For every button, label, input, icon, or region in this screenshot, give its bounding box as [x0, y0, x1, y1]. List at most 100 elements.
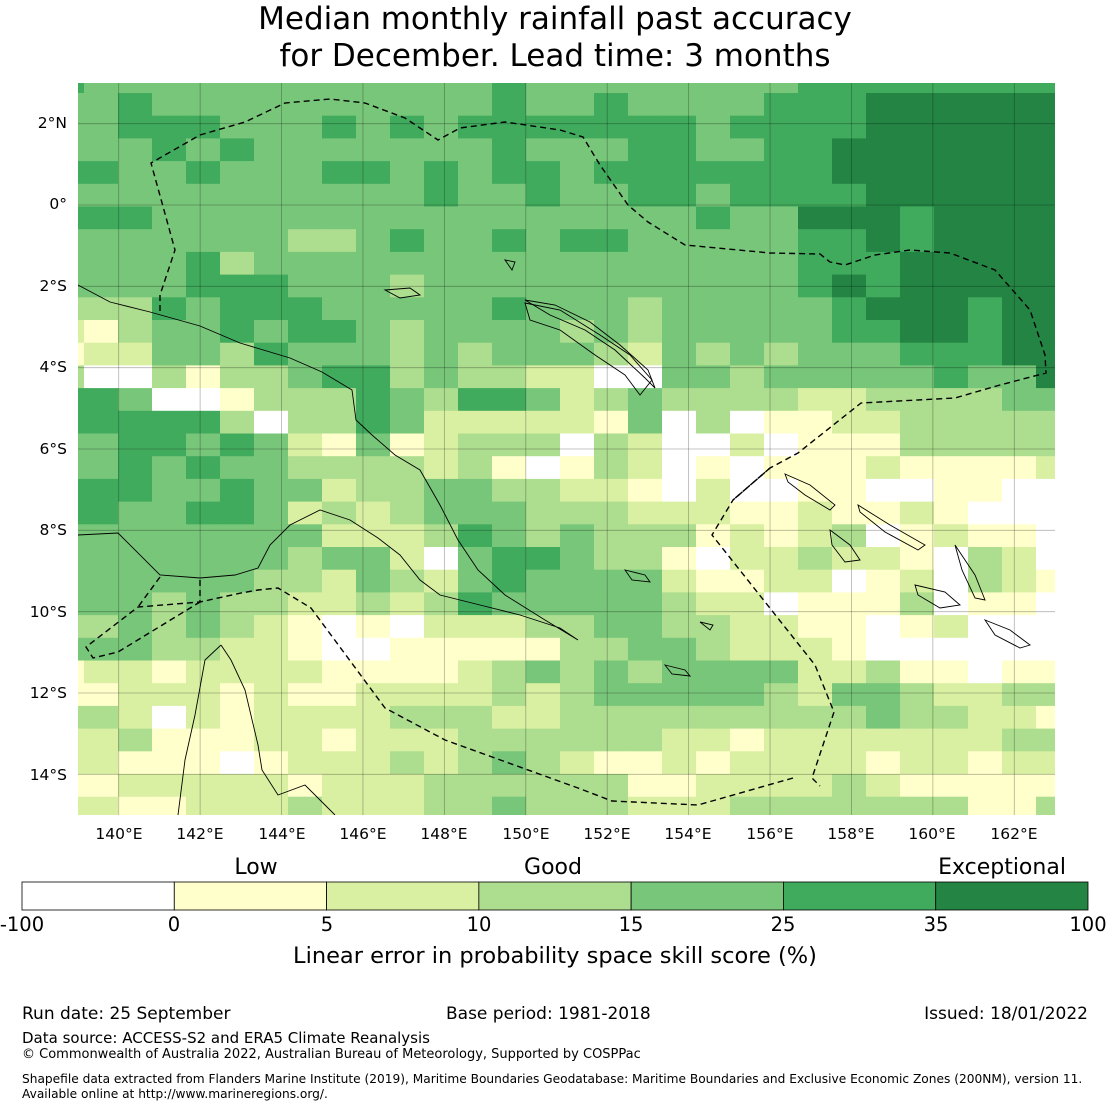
skill-cell: [84, 433, 119, 457]
skill-cell: [764, 274, 799, 298]
skill-cell: [458, 274, 493, 298]
skill-cell: [118, 274, 153, 298]
skill-cell: [84, 615, 119, 639]
skill-cell: [390, 501, 425, 525]
skill-cell: [84, 774, 119, 798]
skill-cell: [832, 547, 867, 571]
skill-cell: [934, 728, 969, 752]
skill-cell: [968, 161, 1003, 185]
skill-cell: [594, 297, 629, 321]
skill-cell: [1036, 796, 1055, 815]
skill-cell: [764, 501, 799, 525]
skill-cell: [866, 161, 901, 185]
skill-cell: [934, 705, 969, 730]
skill-cell: [424, 115, 459, 139]
skill-cell: [934, 183, 969, 207]
skill-cell: [220, 297, 255, 321]
skill-cell: [662, 83, 697, 94]
skill-cell: [832, 569, 867, 593]
skill-cell: [152, 796, 187, 815]
skill-cell: [730, 456, 765, 480]
skill-cell: [424, 433, 459, 457]
skill-cell: [254, 615, 289, 639]
skill-cell: [866, 501, 901, 525]
skill-cell: [968, 524, 1003, 548]
skill-cell: [322, 297, 357, 321]
skill-cell: [696, 138, 731, 162]
skill-cell: [78, 229, 85, 253]
lon-tick-label: 146°E: [339, 825, 386, 843]
skill-cell: [764, 138, 799, 162]
skill-cell: [628, 410, 663, 434]
skill-cell: [254, 410, 289, 434]
skill-cell: [696, 342, 731, 366]
skill-cell: [866, 83, 901, 94]
skill-cell: [628, 501, 663, 525]
skill-cell: [152, 251, 187, 276]
skill-cell: [254, 161, 289, 185]
skill-cell: [526, 138, 561, 162]
skill-cell: [832, 433, 867, 457]
skill-cell: [628, 93, 663, 117]
skill-cell: [1002, 342, 1037, 366]
skill-cell: [458, 547, 493, 571]
skill-cell: [900, 547, 935, 571]
skill-cell: [390, 320, 425, 344]
skill-cell: [866, 456, 901, 480]
skill-cell: [798, 569, 833, 593]
skill-cell: [356, 524, 391, 548]
skill-cell: [458, 637, 493, 661]
skill-cell: [934, 138, 969, 162]
skill-cell: [764, 569, 799, 593]
skill-cell: [78, 297, 85, 321]
skill-cell: [220, 456, 255, 480]
skill-cell: [696, 683, 731, 707]
skill-cell: [288, 751, 323, 775]
skill-cell: [458, 161, 493, 185]
skill-cell: [764, 93, 799, 117]
skill-cell: [390, 388, 425, 412]
skill-cell: [866, 433, 901, 457]
skill-cell: [118, 478, 153, 503]
skill-cell: [662, 206, 697, 230]
lat-tick-label: 8°S: [40, 521, 67, 539]
lat-tick-label: 2°N: [38, 114, 67, 132]
skill-cell: [288, 274, 323, 298]
skill-cell: [390, 728, 425, 752]
skill-cell: [424, 206, 459, 230]
skill-cell: [254, 592, 289, 616]
skill-cell: [526, 728, 561, 752]
skill-cell: [254, 683, 289, 707]
skill-cell: [254, 183, 289, 207]
skill-cell: [254, 524, 289, 548]
skill-cell: [662, 683, 697, 707]
eez-boundary-png-north: [150, 98, 1047, 787]
skill-cell: [254, 229, 289, 253]
skill-cell: [866, 592, 901, 616]
skill-cell: [322, 751, 357, 775]
skill-cell: [254, 388, 289, 412]
skill-cell: [934, 206, 969, 230]
skill-cell: [356, 320, 391, 344]
skill-cell: [628, 365, 663, 389]
colorbar-tick-label: 25: [770, 913, 796, 936]
skill-cell: [84, 751, 119, 775]
skill-cell: [560, 501, 595, 525]
skill-cell: [968, 229, 1003, 253]
skill-cell: [594, 274, 629, 298]
skill-cell: [900, 251, 935, 276]
skill-cell: [186, 138, 221, 162]
skill-cell: [866, 683, 901, 707]
skill-cell: [594, 388, 629, 412]
skill-cell: [662, 592, 697, 616]
skill-cell: [662, 138, 697, 162]
skill-cell: [866, 478, 901, 503]
skill-cell: [390, 615, 425, 639]
skill-cell: [662, 751, 697, 775]
skill-cell: [1036, 683, 1055, 707]
skill-cell: [118, 796, 153, 815]
skill-cell: [78, 774, 85, 798]
skill-cell: [1036, 478, 1055, 503]
skill-cell: [288, 251, 323, 276]
skill-cell: [118, 161, 153, 185]
